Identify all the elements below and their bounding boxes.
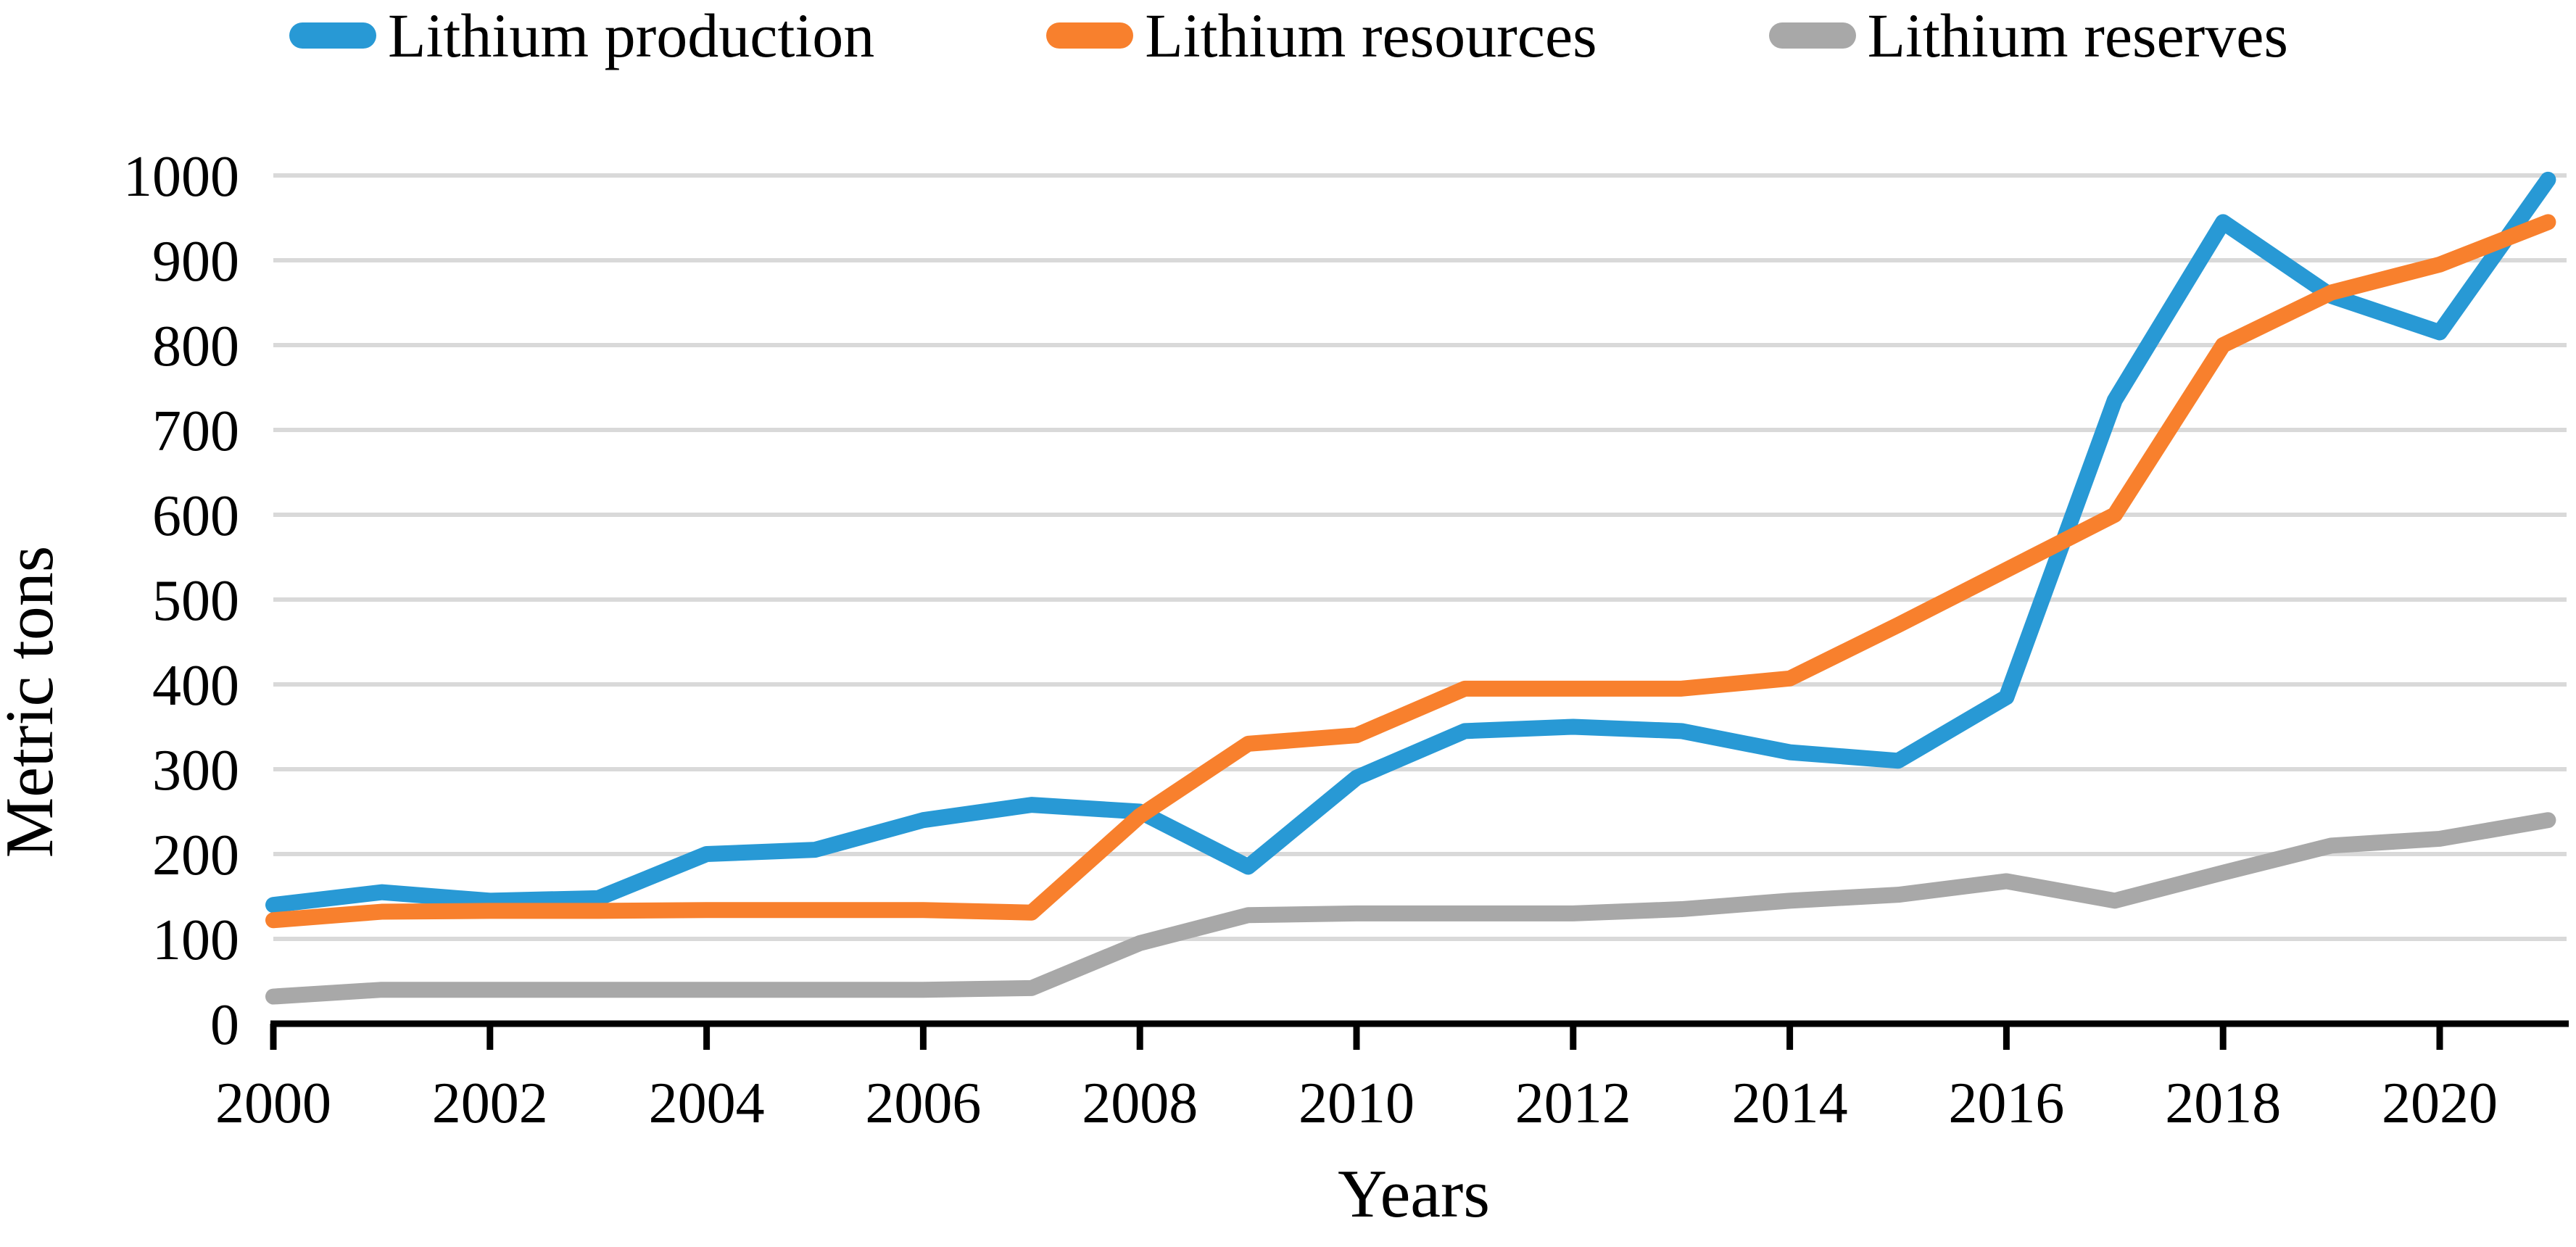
x-tick-label-2018: 2018 — [2165, 1072, 2281, 1135]
y-tick-label-700: 700 — [152, 399, 239, 463]
y-tick-label-200: 200 — [152, 824, 239, 887]
legend-swatch-resources — [1046, 22, 1134, 49]
y-tick-label-300: 300 — [152, 739, 239, 803]
y-tick-label-1000: 1000 — [123, 145, 239, 209]
y-tick-label-800: 800 — [152, 315, 239, 378]
x-axis-title: Years — [1338, 1156, 1490, 1232]
series-line-lithium-resources — [265, 214, 2556, 929]
legend-item-lithium-reserves: Lithium reserves — [1768, 4, 2288, 67]
legend-item-lithium-resources: Lithium resources — [1045, 1, 1597, 70]
legend-swatch-resources-color — [1046, 22, 1134, 49]
y-tick-label-900: 900 — [152, 230, 239, 294]
gridlines-layer — [273, 173, 2567, 941]
series-lines-layer — [265, 171, 2556, 1005]
x-tick-label-2002: 2002 — [432, 1072, 548, 1135]
y-tick-label-600: 600 — [152, 484, 239, 548]
x-tick-label-2006: 2006 — [865, 1072, 981, 1135]
x-tick-label-2014: 2014 — [1732, 1072, 1848, 1135]
y-axis-title: Metric tons — [0, 546, 67, 858]
tick-labels-layer: 2000 2002 2004 2006 2008 2010 2012 2014 2016 2018… — [123, 145, 2498, 1135]
series-line-lithium-production — [265, 171, 2556, 914]
legend-swatch-reserves — [1768, 22, 1856, 49]
x-tick-label-2012: 2012 — [1515, 1072, 1631, 1135]
legend-item-lithium-production: Lithium production — [288, 4, 874, 67]
x-tick-label-2020: 2020 — [2382, 1072, 2498, 1135]
legend-label-production: Lithium production — [388, 1, 875, 70]
x-tick-label-2008: 2008 — [1082, 1072, 1198, 1135]
axis-layer — [270, 1020, 2569, 1050]
y-tick-label-100: 100 — [152, 908, 239, 972]
y-tick-label-0: 0 — [210, 993, 239, 1057]
series-line-lithium-reserves — [265, 812, 2556, 1005]
legend-swatch-production-color — [289, 22, 377, 49]
x-tick-label-2010: 2010 — [1299, 1072, 1415, 1135]
x-tick-label-2016: 2016 — [1948, 1072, 2064, 1135]
x-tick-label-2000: 2000 — [215, 1072, 331, 1135]
y-tick-label-400: 400 — [152, 654, 239, 718]
legend-label-resources: Lithium resources — [1145, 1, 1597, 70]
legend-swatch-production — [289, 22, 377, 49]
chart-legend: Lithium production Lithium resources Lit… — [0, 4, 2576, 67]
legend-label-reserves: Lithium reserves — [1867, 1, 2288, 70]
y-tick-label-500: 500 — [152, 569, 239, 633]
x-tick-label-2004: 2004 — [649, 1072, 765, 1135]
legend-swatch-reserves-color — [1768, 22, 1856, 49]
